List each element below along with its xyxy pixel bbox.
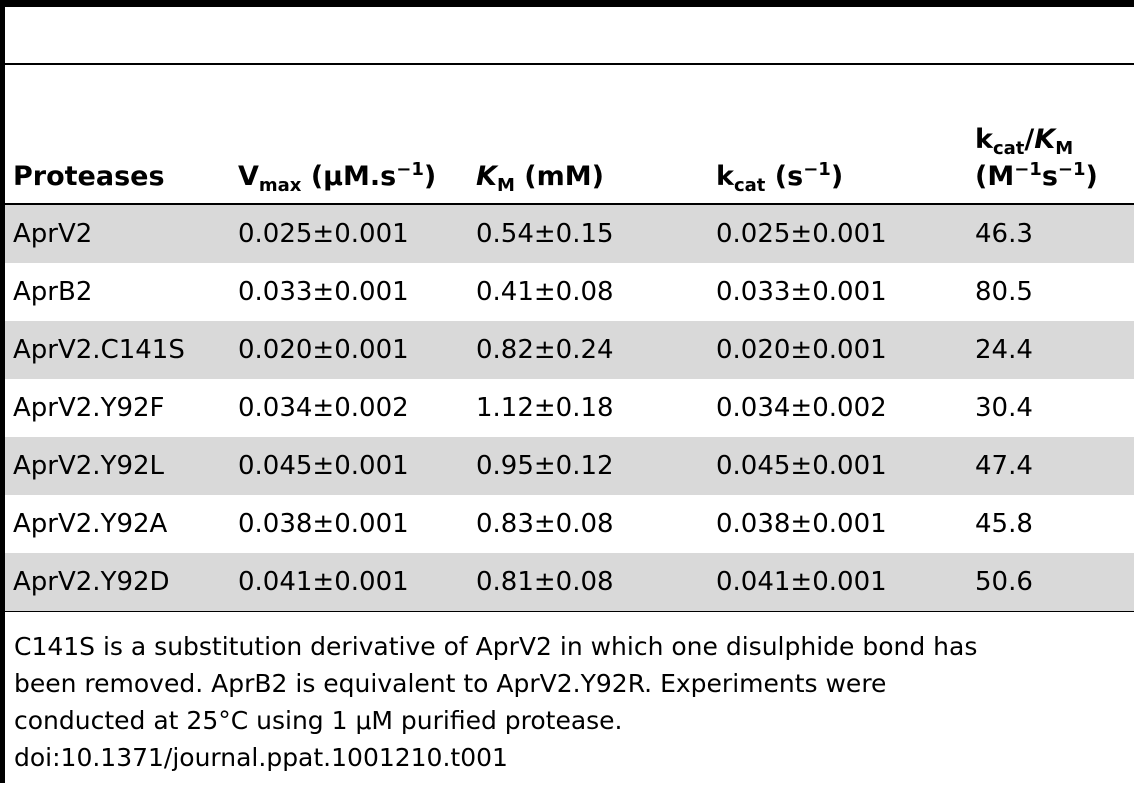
vmax-cell: 0.020±0.001 (238, 335, 409, 365)
table-row: AprB2 0.033±0.001 0.41±0.08 0.033±0.001 80.5 (5, 263, 1134, 321)
km-cell: 0.95±0.12 (476, 451, 614, 481)
km-cell: 0.54±0.15 (476, 219, 614, 249)
footnote-line: conducted at 25°C using 1 μM purified pr… (14, 706, 623, 735)
kcat-km-cell: 30.4 (975, 393, 1033, 423)
kcat-km-cell: 50.6 (975, 567, 1033, 597)
protease-cell: AprV2.Y92F (13, 393, 165, 423)
footnote-line: C141S is a substitution derivative of Ap… (14, 632, 978, 661)
vmax-cell: 0.041±0.001 (238, 567, 409, 597)
km-cell: 0.81±0.08 (476, 567, 614, 597)
kcat-cell: 0.038±0.001 (716, 509, 887, 539)
kcat-cell: 0.045±0.001 (716, 451, 887, 481)
table-row: AprV2 0.025±0.001 0.54±0.15 0.025±0.001 46.3 (5, 205, 1134, 263)
top-border-rule (0, 0, 1134, 7)
kcat-km-cell: 46.3 (975, 219, 1033, 249)
kcat-cell: 0.033±0.001 (716, 277, 887, 307)
protease-cell: AprV2.C141S (13, 335, 185, 365)
km-cell: 0.82±0.24 (476, 335, 614, 365)
vmax-cell: 0.045±0.001 (238, 451, 409, 481)
kcat-km-cell: 80.5 (975, 277, 1033, 307)
table-row: AprV2.Y92L 0.045±0.001 0.95±0.12 0.045±0.00… (5, 437, 1134, 495)
table-row: AprV2.Y92A 0.038±0.001 0.83±0.08 0.038±0.00… (5, 495, 1134, 553)
protease-cell: AprV2 (13, 219, 93, 249)
kcat-km-cell: 45.8 (975, 509, 1033, 539)
table-row: AprV2.C141S 0.020±0.001 0.82±0.24 0.020±0.0… (5, 321, 1134, 379)
table-bottom-rule (5, 610, 1134, 612)
header-bottom-rule (5, 203, 1134, 205)
footnote-line: been removed. AprB2 is equivalent to Apr… (14, 669, 887, 698)
protease-cell: AprV2.Y92A (13, 509, 168, 539)
kcat-cell: 0.034±0.002 (716, 393, 887, 423)
km-cell: 1.12±0.18 (476, 393, 614, 423)
kcat-km-cell: 24.4 (975, 335, 1033, 365)
kcat-km-cell: 47.4 (975, 451, 1033, 481)
km-cell: 0.41±0.08 (476, 277, 614, 307)
kcat-cell: 0.041±0.001 (716, 567, 887, 597)
header-kcat-km-line1: kcat/KM (975, 124, 1074, 159)
kcat-cell: 0.020±0.001 (716, 335, 887, 365)
vmax-cell: 0.034±0.002 (238, 393, 409, 423)
table-row: AprV2.Y92D 0.041±0.001 0.81±0.08 0.041±0.00… (5, 553, 1134, 611)
kcat-cell: 0.025±0.001 (716, 219, 887, 249)
header-top-rule (5, 63, 1134, 65)
protease-cell: AprB2 (13, 277, 93, 307)
doi-line: doi:10.1371/journal.ppat.1001210.t001 (14, 743, 508, 772)
protease-cell: AprV2.Y92L (13, 451, 165, 481)
km-cell: 0.83±0.08 (476, 509, 614, 539)
header-vmax: Vmax (μM.s−1) (238, 159, 437, 196)
vmax-cell: 0.038±0.001 (238, 509, 409, 539)
header-kcat: kcat (s−1) (716, 159, 844, 196)
header-km: KM (mM) (476, 161, 604, 196)
header-proteases: Proteases (13, 161, 165, 192)
left-border-rule (0, 0, 5, 783)
vmax-cell: 0.033±0.001 (238, 277, 409, 307)
protease-cell: AprV2.Y92D (13, 567, 170, 597)
vmax-cell: 0.025±0.001 (238, 219, 409, 249)
table-row: AprV2.Y92F 0.034±0.002 1.12±0.18 0.034±0.00… (5, 379, 1134, 437)
table-footnote: C141S is a substitution derivative of Ap… (14, 628, 1129, 776)
header-kcat-km-line2: (M−1s−1) (975, 159, 1098, 192)
